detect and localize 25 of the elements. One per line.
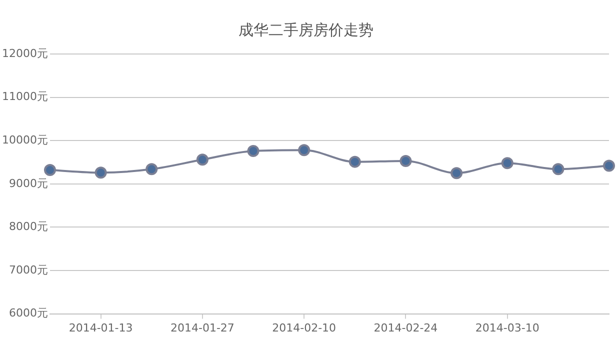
y-tick-label: 9000元 bbox=[8, 176, 48, 190]
x-tick-label: 2014-02-24 bbox=[374, 321, 438, 334]
y-tick-label: 12000元 bbox=[2, 46, 48, 60]
y-tick-label: 6000元 bbox=[8, 306, 48, 320]
y-tick-label: 7000元 bbox=[8, 263, 48, 276]
point bbox=[247, 144, 260, 157]
point bbox=[146, 163, 158, 176]
point bbox=[552, 163, 564, 176]
point bbox=[348, 156, 361, 168]
point bbox=[450, 167, 463, 180]
chart-title: 成华二手房房价走势 bbox=[238, 20, 374, 39]
point bbox=[501, 157, 514, 170]
point bbox=[298, 144, 310, 156]
y-tick-label: 10000元 bbox=[2, 133, 48, 146]
y-tick-label: 8000元 bbox=[8, 220, 48, 234]
x-tick-label: 2014-01-13 bbox=[68, 321, 133, 334]
point bbox=[44, 164, 56, 176]
y-tick-label: 11000元 bbox=[2, 90, 48, 104]
x-tick-label: 2014-02-10 bbox=[272, 321, 336, 334]
point bbox=[400, 154, 412, 167]
point bbox=[94, 166, 107, 179]
point bbox=[603, 160, 615, 172]
point bbox=[196, 154, 208, 166]
x-tick-label: 2014-01-27 bbox=[170, 321, 234, 334]
x-tick-label: 2014-03-10 bbox=[475, 321, 540, 334]
